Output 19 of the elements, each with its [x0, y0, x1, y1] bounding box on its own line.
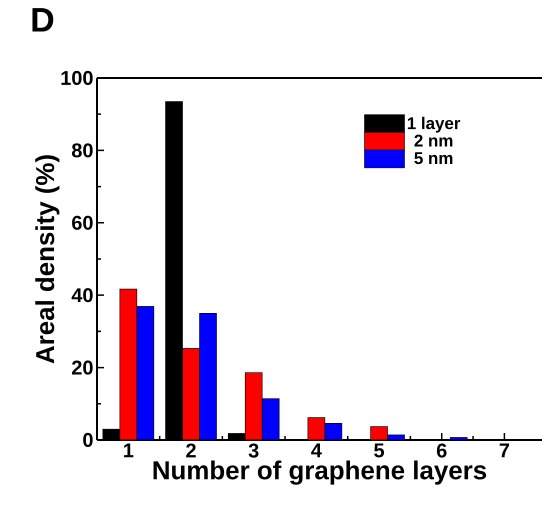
y-tick-label: 100 — [61, 70, 93, 86]
y-axis-title: Areal density (%) — [35, 155, 60, 364]
x-tick-label: 4 — [311, 444, 322, 458]
legend-label: 2 nm — [414, 134, 452, 146]
x-tick-label: 7 — [500, 444, 510, 458]
chart-title: D — [32, 8, 54, 32]
x-tick-label: 6 — [436, 444, 447, 458]
x-tick-label: 3 — [248, 444, 259, 458]
legend-label: 5 nm — [414, 152, 452, 164]
y-tick-label: 80 — [72, 143, 93, 158]
y-tick-label: 40 — [72, 288, 93, 302]
x-tick-label: 5 — [374, 444, 384, 458]
x-tick-label: 1 — [124, 444, 134, 458]
legend-label: 1 layer — [408, 116, 460, 133]
x-tick-label: 2 — [186, 444, 196, 458]
y-tick-label: 0 — [83, 432, 93, 448]
y-tick-label: 20 — [72, 360, 93, 375]
y-tick-label: 60 — [72, 216, 93, 230]
x-axis-title: Number of graphene layers — [154, 460, 486, 485]
